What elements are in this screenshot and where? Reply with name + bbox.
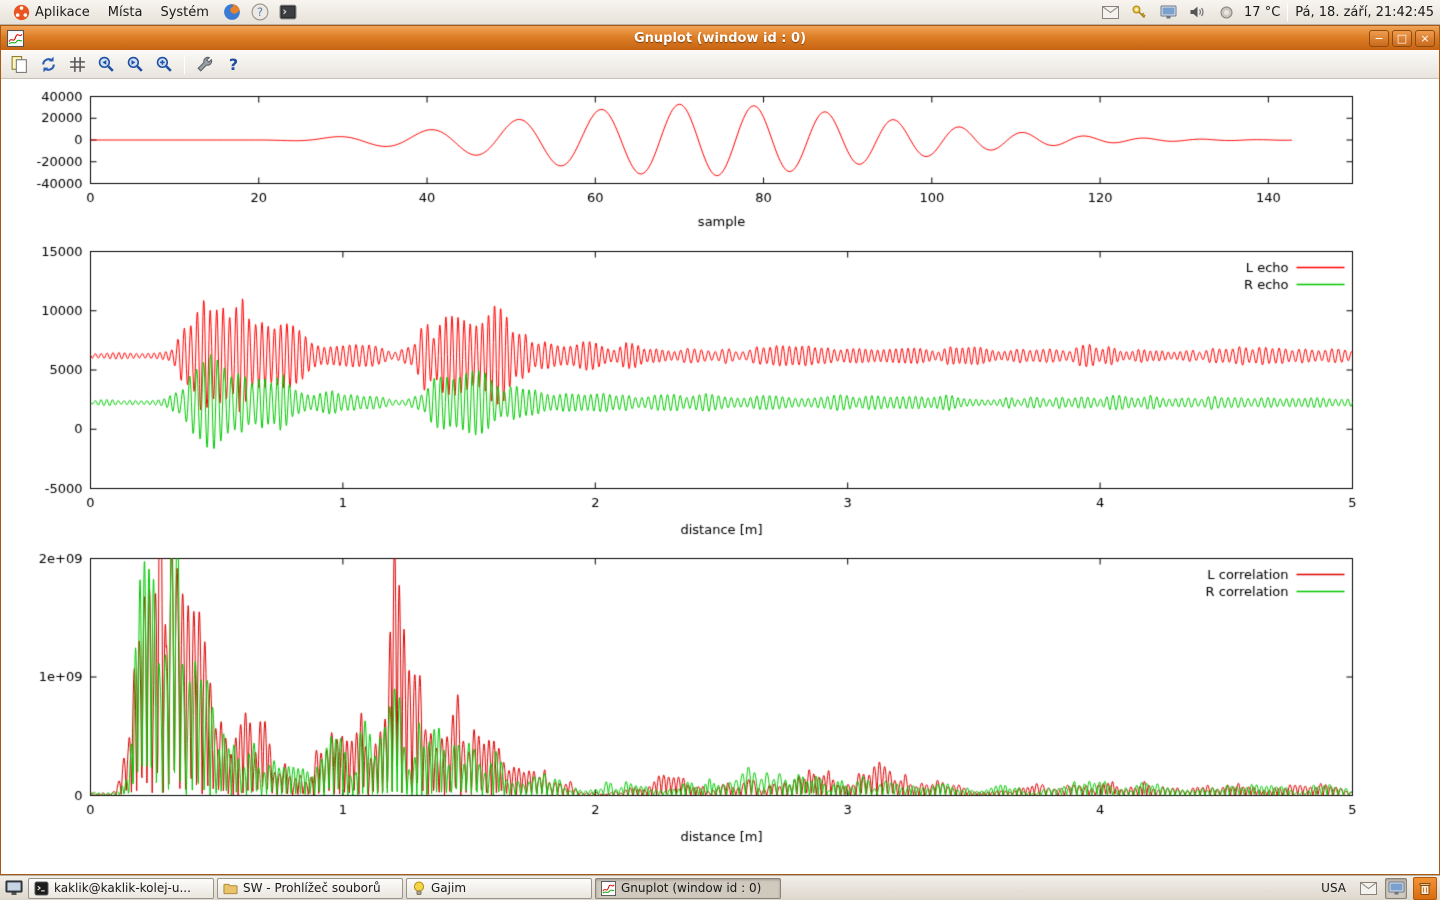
folder-icon [223,883,238,894]
help-browser-launcher[interactable]: ? [248,1,272,23]
show-desktop-button[interactable] [3,878,25,899]
clock[interactable]: Pá, 18. září, 21:42:45 [1295,4,1434,20]
close-icon: × [1420,31,1430,45]
configure-button[interactable] [191,52,218,77]
help-browser-icon: ? [251,3,269,21]
mail-icon [1101,5,1119,19]
weather-tray-button[interactable] [1215,2,1237,23]
mail-notification-icon [1359,881,1377,895]
menu-places[interactable]: Místa [101,3,150,22]
autoscale-button[interactable] [151,52,178,77]
titlebar[interactable]: Gnuplot (window id : 0) − □ × [1,26,1439,50]
replot-button[interactable] [35,52,62,77]
help-button[interactable]: ? [220,52,247,77]
display-icon [1160,5,1177,18]
menu-applications-label: Aplikace [35,4,90,20]
gnuplot-window: Gnuplot (window id : 0) − □ × [0,25,1440,875]
display-tray-button[interactable] [1157,2,1179,23]
taskbar: kaklik@kaklik-kolej-u... SW - Prohlížeč … [0,875,1440,900]
maximize-button[interactable]: □ [1392,29,1412,47]
volume-icon [1190,6,1204,18]
copy-button[interactable] [6,52,33,77]
replot-icon [42,56,55,72]
trash-icon [1419,882,1431,895]
keyring-icon [1132,5,1146,19]
toolbar-separator [184,54,185,74]
taskbar-item-label: Gnuplot (window id : 0) [621,881,762,895]
taskbar-item-label: SW - Prohlížeč souborů [243,881,381,895]
toolbar: ? [1,50,1439,79]
zoom-next-icon [127,56,143,72]
gajim-icon [413,881,425,895]
copy-icon [11,55,27,73]
firefox-launcher[interactable] [220,1,244,23]
gnuplot-icon [601,880,616,896]
maximize-icon: □ [1396,31,1408,45]
ubuntu-logo-icon [13,4,30,20]
firefox-icon [224,4,240,20]
grid-button[interactable] [64,52,91,77]
zoom-next-button[interactable] [122,52,149,77]
panel-separator [1287,3,1289,21]
autoscale-icon [156,56,172,72]
top-panel: Aplikace Místa Systém ? [0,0,1440,25]
taskbar-item-file-manager[interactable]: SW - Prohlížeč souborů [217,877,403,899]
grid-icon [70,56,85,72]
taskbar-item-label: Gajim [431,881,467,895]
menu-places-label: Místa [107,4,143,20]
temperature-label[interactable]: 17 °C [1244,4,1281,20]
help-icon: ? [228,54,239,74]
display-settings-icon [1388,881,1404,894]
zoom-previous-button[interactable] [93,52,120,77]
mail-notification-button[interactable] [1357,878,1379,899]
keyring-tray-button[interactable] [1128,2,1150,23]
gnuplot-window-icon [7,29,24,47]
minimize-button[interactable]: − [1369,29,1389,47]
menu-applications[interactable]: Aplikace [6,2,97,23]
plots-canvas[interactable] [1,79,1439,874]
taskbar-item-terminal[interactable]: kaklik@kaklik-kolej-u... [28,877,214,899]
close-button[interactable]: × [1415,29,1435,47]
taskbar-item-gajim[interactable]: Gajim [406,877,592,899]
show-desktop-icon [5,880,23,895]
taskbar-item-gnuplot[interactable]: Gnuplot (window id : 0) [595,877,781,899]
menu-system-label: Systém [160,4,209,20]
trash-applet[interactable] [1413,876,1437,900]
terminal-launcher[interactable] [276,1,300,23]
mail-tray-button[interactable] [1099,2,1121,23]
zoom-previous-icon [98,56,114,72]
volume-tray-button[interactable] [1186,2,1208,23]
display-settings-button[interactable] [1385,877,1407,899]
configure-icon [197,56,213,72]
weather-icon [1220,6,1233,18]
terminal-launcher-icon [279,4,297,20]
minimize-icon: − [1374,31,1384,45]
keyboard-layout-indicator[interactable]: USA [1321,881,1346,895]
window-title: Gnuplot (window id : 0) [633,30,807,46]
menu-system[interactable]: Systém [153,3,215,22]
svg-text:?: ? [257,6,263,19]
plot-area [1,79,1439,874]
taskbar-item-label: kaklik@kaklik-kolej-u... [54,881,191,895]
terminal-icon [34,880,49,896]
